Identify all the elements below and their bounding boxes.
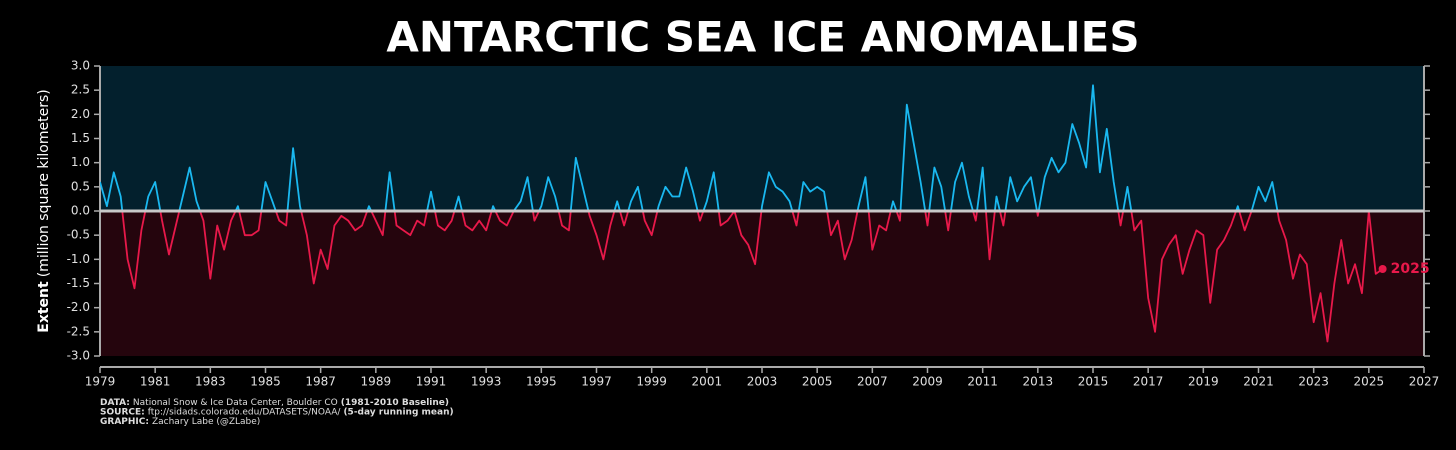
- note-line: SOURCE: ftp://sidads.colorado.edu/DATASET…: [100, 407, 454, 417]
- note-segment: Zachary Labe (@ZLabe): [152, 417, 260, 427]
- x-tick-label: 1979: [85, 375, 116, 389]
- y-axis-label-rest: (million square kilometers): [36, 89, 52, 277]
- x-tick-label: 1991: [416, 375, 447, 389]
- x-tick-label: 1981: [140, 375, 171, 389]
- x-tick-label: 1987: [305, 375, 336, 389]
- x-tick-label: 2025: [1354, 375, 1385, 389]
- note-line: DATA: National Snow & Ice Data Center, Bo…: [100, 398, 449, 408]
- y-tick-label: -0.5: [67, 228, 90, 242]
- y-tick-label: -1.5: [67, 276, 90, 290]
- note-segment: ftp://sidads.colorado.edu/DATASETS/NOAA/: [148, 407, 342, 417]
- positive-region: [100, 66, 1424, 211]
- x-tick-label: 2005: [802, 375, 833, 389]
- y-tick-label: 1.0: [71, 155, 90, 169]
- y-tick-label: -3.0: [67, 349, 90, 363]
- x-tick-label: 1999: [636, 375, 667, 389]
- y-tick-label: 0.0: [71, 204, 90, 218]
- note-segment: SOURCE:: [100, 407, 145, 417]
- end-point: [1378, 265, 1387, 273]
- y-tick-label: 2.5: [71, 83, 90, 97]
- y-tick-label: -2.5: [67, 324, 90, 338]
- y-tick-label: 3.0: [71, 59, 90, 73]
- y-tick-label: 0.5: [71, 179, 90, 193]
- x-tick-label: 2013: [1023, 375, 1054, 389]
- x-tick-label: 2015: [1078, 375, 1109, 389]
- x-tick-label: 2023: [1298, 375, 1329, 389]
- x-tick-label: 1985: [250, 375, 281, 389]
- x-tick-label: 1995: [526, 375, 557, 389]
- chart-title: ANTARCTIC SEA ICE ANOMALIES: [386, 13, 1139, 62]
- y-tick-label: -1.0: [67, 252, 90, 266]
- y-tick-label: 2.0: [71, 107, 90, 121]
- x-tick-label: 2021: [1243, 375, 1274, 389]
- x-tick-label: 2011: [967, 375, 998, 389]
- x-tick-label: 2017: [1133, 375, 1164, 389]
- x-tick-label: 2007: [857, 375, 888, 389]
- x-tick-label: 1989: [361, 375, 392, 389]
- x-tick-label: 1993: [471, 375, 502, 389]
- y-tick-label: -2.0: [67, 300, 90, 314]
- x-tick-label: 2019: [1188, 375, 1219, 389]
- note-segment: GRAPHIC:: [100, 417, 149, 427]
- end-label: 2025: [1391, 261, 1430, 277]
- note-line: GRAPHIC: Zachary Labe (@ZLabe): [100, 417, 260, 427]
- note-segment: (5-day running mean): [343, 407, 453, 417]
- note-segment: National Snow & Ice Data Center, Boulder…: [133, 398, 338, 408]
- x-tick-label: 2009: [912, 375, 943, 389]
- y-axis-label-bold: Extent: [36, 281, 52, 333]
- note-segment: DATA:: [100, 398, 130, 408]
- negative-region: [100, 211, 1424, 356]
- x-tick-label: 1997: [581, 375, 612, 389]
- y-tick-label: 1.5: [71, 131, 90, 145]
- x-tick-label: 2027: [1409, 375, 1440, 389]
- x-tick-label: 1983: [195, 375, 226, 389]
- line-negative: [121, 211, 1384, 343]
- x-tick-label: 2001: [692, 375, 723, 389]
- y-axis-label: Extent (million square kilometers): [36, 89, 52, 332]
- note-segment: (1981-2010 Baseline): [341, 398, 449, 408]
- x-tick-label: 2003: [747, 375, 778, 389]
